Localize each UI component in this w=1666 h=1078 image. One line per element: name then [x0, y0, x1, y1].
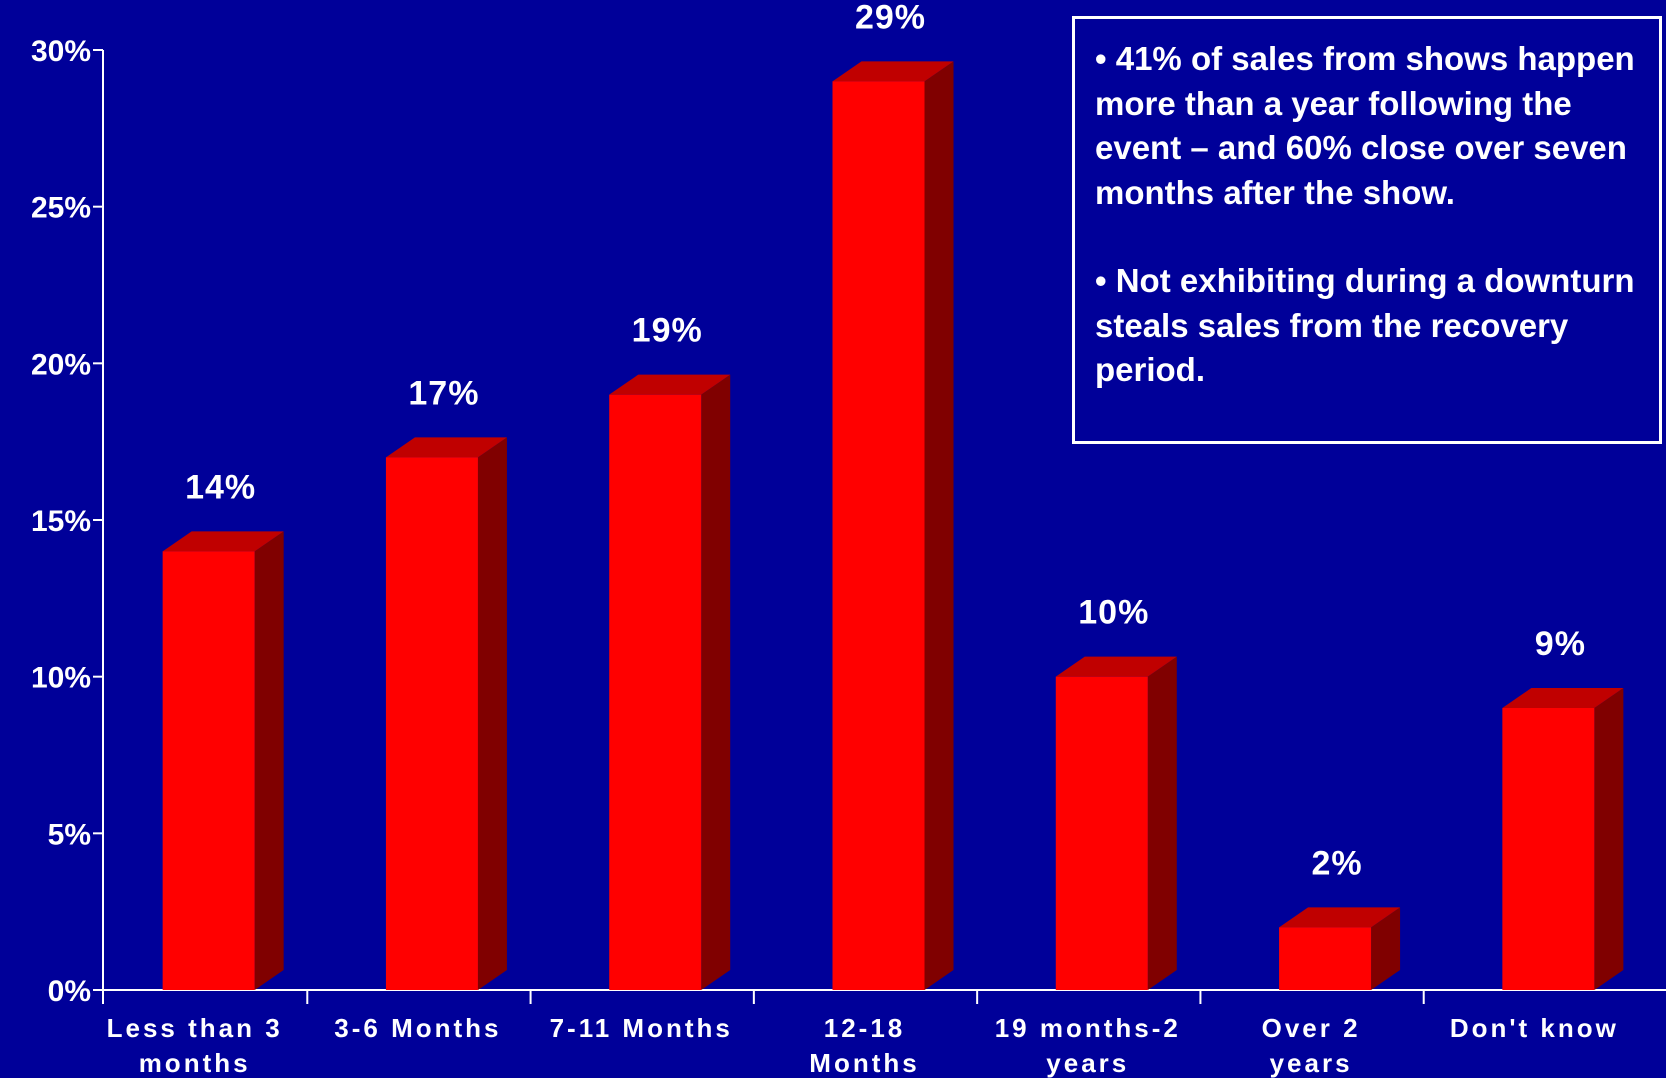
x-category-label: months: [139, 1048, 251, 1078]
y-tick-label: 0%: [48, 975, 91, 1008]
bar: [1502, 688, 1624, 990]
y-tick-label: 5%: [48, 818, 91, 851]
bar-front: [162, 551, 255, 990]
bar: [1055, 656, 1177, 990]
bar-top: [1502, 688, 1624, 708]
bar-side: [701, 374, 731, 991]
x-category-label: years: [1046, 1048, 1129, 1078]
x-category-label: 19 months-2: [995, 1013, 1181, 1043]
y-tick-label: 15%: [31, 505, 91, 538]
bar-front: [1279, 927, 1372, 990]
bar-value-label: 10%: [1078, 594, 1149, 632]
bar-value-label: 9%: [1535, 625, 1586, 663]
bar: [162, 531, 284, 990]
x-category-label: Less than 3: [107, 1013, 283, 1043]
bar: [385, 437, 507, 990]
x-category-label: Months: [809, 1048, 919, 1078]
x-category-label: 7-11 Months: [550, 1013, 733, 1043]
bar-side: [1594, 688, 1624, 990]
x-category-label: 12-18: [824, 1013, 906, 1043]
bar-top: [162, 531, 284, 552]
bar: [609, 374, 731, 991]
bar-front: [385, 457, 478, 990]
chart-bars: [162, 61, 1624, 991]
y-tick-label: 10%: [31, 662, 91, 695]
bar-side: [1371, 907, 1401, 990]
bar-value-label: 2%: [1312, 844, 1363, 882]
chart-labels: 0% 5% 10% 15% 20% 25% 30% 14% Less than 3 months 1…: [31, 0, 1619, 1078]
bar-top: [609, 374, 731, 395]
x-category-label: years: [1270, 1048, 1353, 1078]
x-category-label: Don't know: [1450, 1013, 1619, 1043]
bar-top: [1055, 656, 1177, 677]
bar-top: [385, 437, 507, 458]
bar-value-label: 19%: [632, 312, 703, 350]
callout-bullet-1: • 41% of sales from shows happen more th…: [1095, 40, 1635, 211]
y-tick-label: 25%: [31, 192, 91, 225]
bar-side: [254, 531, 284, 990]
bar: [832, 61, 954, 991]
bar-front: [1055, 676, 1148, 990]
bar-top: [1279, 907, 1401, 928]
bar-top: [832, 61, 954, 82]
bar-front: [832, 81, 925, 991]
bar-front: [609, 394, 702, 991]
bar: [1279, 907, 1401, 990]
bar-value-label: 17%: [408, 374, 479, 412]
callout-bullet-2: • Not exhibiting during a downturn steal…: [1095, 262, 1635, 388]
x-category-label: Over 2: [1262, 1013, 1361, 1043]
y-tick-label: 30%: [31, 35, 91, 68]
y-tick-label: 20%: [31, 348, 91, 381]
chart-axes: [93, 49, 1666, 1004]
bar-value-label: 29%: [855, 0, 926, 36]
bar-side: [924, 61, 954, 991]
bar-side: [477, 437, 507, 990]
bar-value-label: 14%: [185, 468, 256, 506]
bar-side: [1147, 656, 1177, 990]
x-category-label: 3-6 Months: [334, 1013, 501, 1043]
bar-front: [1502, 708, 1595, 990]
callout-box: • 41% of sales from shows happen more th…: [1072, 16, 1662, 444]
